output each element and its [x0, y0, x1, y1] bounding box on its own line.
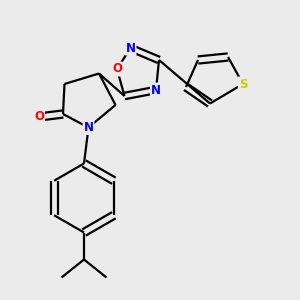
Text: N: N — [125, 41, 136, 55]
Text: N: N — [151, 83, 161, 97]
Text: S: S — [239, 77, 247, 91]
Text: O: O — [112, 62, 122, 76]
Text: O: O — [34, 110, 44, 124]
Text: N: N — [83, 121, 94, 134]
